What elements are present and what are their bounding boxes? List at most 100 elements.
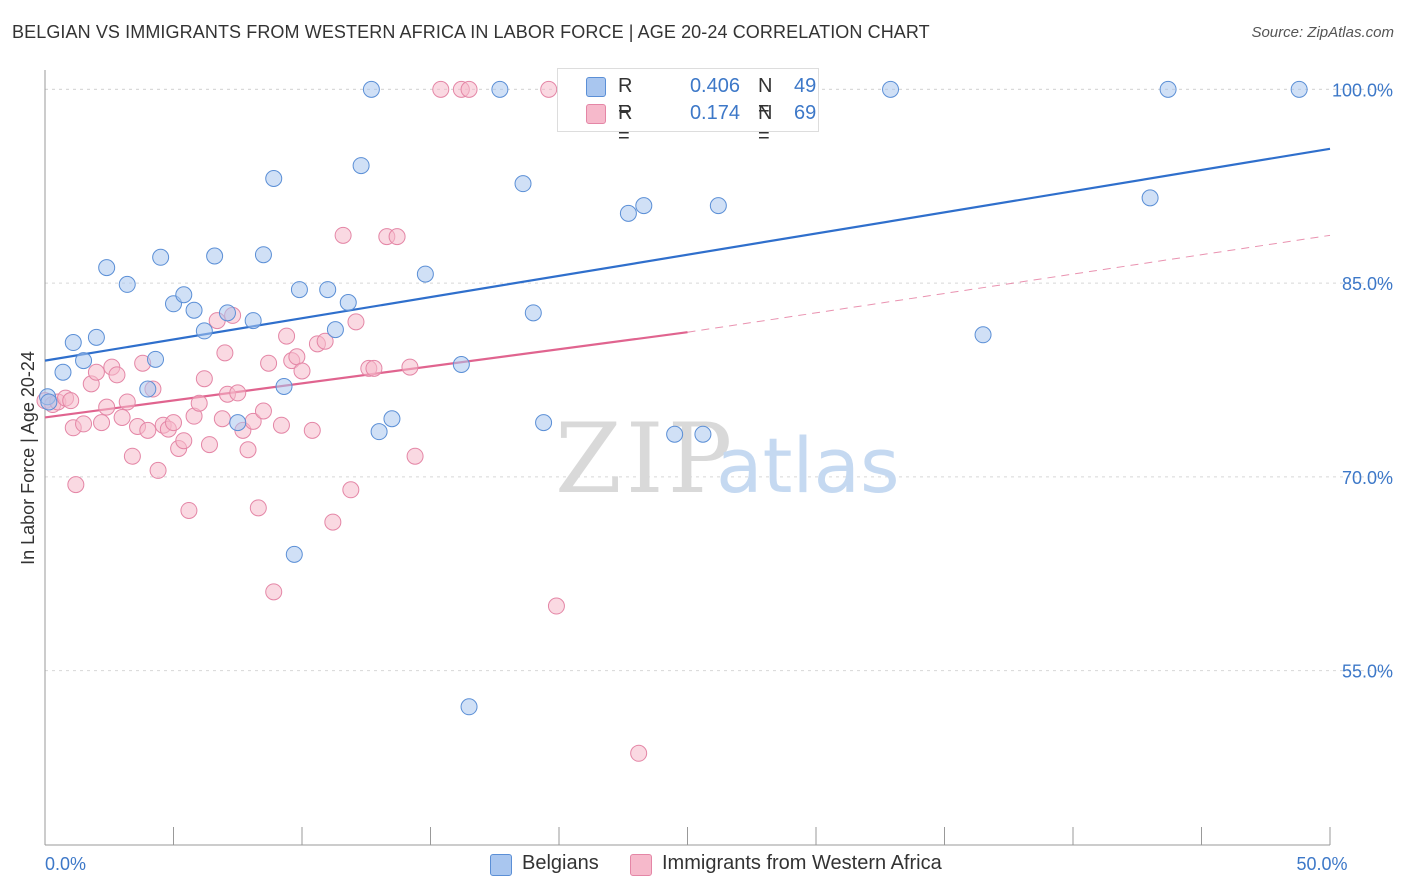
- belgian-point: [87, 328, 105, 346]
- series-legend: Belgians Immigrants from Western Africa: [0, 851, 1406, 881]
- immigrant-point: [334, 226, 352, 244]
- belgian-point: [491, 80, 509, 98]
- belgian-point: [326, 321, 344, 339]
- immigrant-point: [324, 513, 342, 531]
- belgian-point: [206, 247, 224, 265]
- x-tick-label: 50.0%: [1296, 854, 1347, 874]
- stats-legend: R = 0.406 N = 49 R = 0.174 N = 69: [557, 68, 819, 147]
- immigrant-point: [265, 583, 283, 601]
- immigrant-point: [303, 421, 321, 439]
- belgian-point: [254, 246, 272, 264]
- immigrant-point: [113, 408, 131, 426]
- belgian-point: [370, 423, 388, 441]
- legend-n-label: N =: [758, 102, 773, 147]
- belgian-point: [460, 698, 478, 716]
- source-label: Source: ZipAtlas.com: [1251, 24, 1394, 41]
- belgian-point: [319, 281, 337, 299]
- belgian-point: [275, 377, 293, 395]
- immigrant-point: [229, 384, 247, 402]
- immigrant-point: [254, 402, 272, 420]
- immigrant-point: [401, 358, 419, 376]
- immigrant-point: [149, 461, 167, 479]
- belgian-point: [1290, 80, 1308, 98]
- grid-lines: [45, 88, 1395, 672]
- immigrant-point: [460, 80, 478, 98]
- belgian-point: [244, 312, 262, 330]
- belgian-point: [514, 175, 532, 193]
- axis-labels: 100.0% 85.0% 70.0% 55.0% 0.0% 50.0% In Labor F…: [18, 80, 1393, 874]
- immigrant-point: [239, 441, 257, 459]
- immigrant-point: [316, 332, 334, 350]
- immigrant-point: [62, 392, 80, 410]
- belgian-point: [524, 304, 542, 322]
- immigrant-point: [249, 499, 267, 517]
- belgian-point: [619, 204, 637, 222]
- belgian-point: [218, 304, 236, 322]
- immigrant-point: [288, 348, 306, 366]
- immigrant-point: [278, 327, 296, 345]
- y-tick-label: 100.0%: [1332, 80, 1393, 100]
- legend-label-belgians: Belgians: [522, 852, 599, 874]
- immigrant-point: [365, 359, 383, 377]
- axes: [44, 70, 1331, 846]
- immigrant-point: [75, 415, 93, 433]
- legend-swatch-belgians: [586, 77, 606, 97]
- legend-swatch-immigrants: [586, 104, 606, 124]
- immigrant-point: [388, 228, 406, 246]
- belgian-point: [229, 414, 247, 432]
- legend-r-value: 0.406: [689, 75, 740, 97]
- y-tick-label: 55.0%: [1342, 662, 1393, 682]
- immigrant-point: [87, 363, 105, 381]
- chart-title: BELGIAN VS IMMIGRANTS FROM WESTERN AFRIC…: [12, 22, 930, 42]
- immigrant-point: [547, 597, 565, 615]
- belgian-point: [383, 410, 401, 428]
- belgian-point: [285, 545, 303, 563]
- legend-n-value: 49: [794, 75, 817, 97]
- immigrant-point: [180, 501, 198, 519]
- belgian-point: [709, 197, 727, 215]
- belgian-point: [265, 170, 283, 187]
- immigrant-point: [260, 354, 278, 372]
- immigrant-point: [293, 362, 311, 380]
- immigrant-point: [342, 481, 360, 499]
- belgian-point: [882, 80, 900, 98]
- immigrant-point: [165, 414, 182, 432]
- immigrant-point: [108, 366, 126, 384]
- belgian-point: [147, 350, 165, 368]
- belgian-point: [64, 334, 82, 352]
- legend-n-value: 69: [794, 102, 817, 124]
- watermark-atlas: atlas: [716, 421, 900, 510]
- y-tick-label: 85.0%: [1342, 274, 1393, 294]
- y-axis-title: In Labor Force | Age 20-24: [18, 351, 38, 565]
- belgian-point: [452, 356, 470, 373]
- immigrant-point: [175, 432, 193, 450]
- watermark-zip: ZIP: [555, 403, 736, 515]
- legend-swatch-belgians: [490, 854, 512, 876]
- belgian-point: [139, 380, 157, 398]
- immigrant-point: [118, 393, 136, 411]
- belgian-point: [416, 265, 434, 283]
- belgian-point: [694, 425, 712, 443]
- belgian-trend-line: [44, 147, 1331, 362]
- immigrant-point: [540, 80, 558, 98]
- immigrant-point: [272, 416, 290, 434]
- immigrant-point: [630, 744, 648, 762]
- belgian-point: [1159, 80, 1177, 98]
- belgian-point: [118, 275, 136, 293]
- immigrant-point: [93, 414, 111, 432]
- legend-r-value: 0.174: [689, 102, 740, 124]
- immigrant-point: [123, 447, 141, 465]
- immigrant-point: [216, 344, 234, 362]
- immigrant-point: [406, 447, 424, 465]
- legend-n-label: N =: [758, 75, 773, 120]
- belgian-point: [974, 326, 992, 344]
- immigrant-point: [139, 421, 157, 439]
- immigrant-point: [213, 410, 231, 428]
- immigrant-point: [67, 476, 85, 494]
- belgian-point: [152, 248, 170, 266]
- immigrant-point: [432, 80, 450, 98]
- legend-r-label: R =: [618, 102, 633, 147]
- legend-swatch-immigrants: [630, 854, 652, 876]
- legend-r-label: R =: [618, 75, 633, 120]
